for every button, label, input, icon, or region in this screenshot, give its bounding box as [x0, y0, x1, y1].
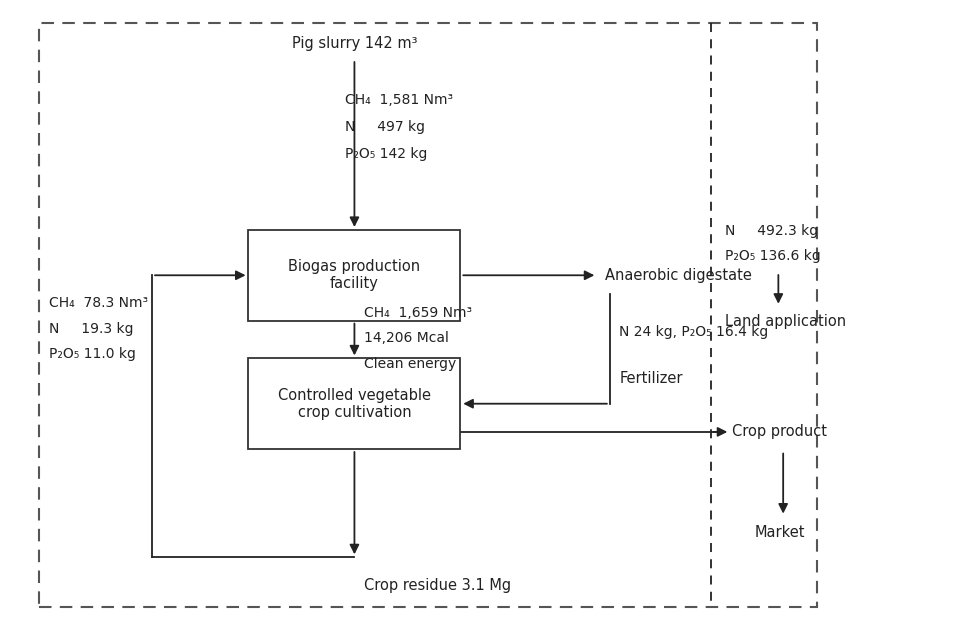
Text: N     492.3 kg: N 492.3 kg — [726, 224, 819, 238]
Text: P₂O₅ 11.0 kg: P₂O₅ 11.0 kg — [49, 346, 136, 361]
Text: P₂O₅ 136.6 kg: P₂O₅ 136.6 kg — [726, 250, 821, 264]
Bar — [248, 358, 460, 449]
Text: N     497 kg: N 497 kg — [345, 120, 424, 134]
Text: N     19.3 kg: N 19.3 kg — [49, 322, 134, 336]
Text: Controlled vegetable
crop cultivation: Controlled vegetable crop cultivation — [278, 387, 431, 420]
Text: Crop product: Crop product — [733, 425, 828, 439]
Text: CH₄  1,581 Nm³: CH₄ 1,581 Nm³ — [345, 93, 453, 107]
Bar — [248, 230, 460, 320]
Text: Market: Market — [754, 525, 805, 540]
Text: Anaerobic digestate: Anaerobic digestate — [605, 268, 752, 283]
Text: P₂O₅ 142 kg: P₂O₅ 142 kg — [345, 147, 427, 161]
Bar — [40, 23, 817, 607]
Text: 14,206 Mcal: 14,206 Mcal — [364, 331, 449, 345]
Text: Fertilizer: Fertilizer — [619, 371, 683, 386]
Text: CH₄  1,659 Nm³: CH₄ 1,659 Nm³ — [364, 306, 472, 320]
Text: CH₄  78.3 Nm³: CH₄ 78.3 Nm³ — [49, 296, 148, 310]
Text: N 24 kg, P₂O₅ 16.4 kg: N 24 kg, P₂O₅ 16.4 kg — [619, 325, 768, 339]
Text: Pig slurry 142 m³: Pig slurry 142 m³ — [292, 36, 418, 51]
Text: Land application: Land application — [726, 313, 847, 329]
Text: Crop residue 3.1 Mg: Crop residue 3.1 Mg — [364, 578, 512, 593]
Text: Clean energy: Clean energy — [364, 357, 456, 371]
Text: Biogas production
facility: Biogas production facility — [289, 259, 421, 291]
